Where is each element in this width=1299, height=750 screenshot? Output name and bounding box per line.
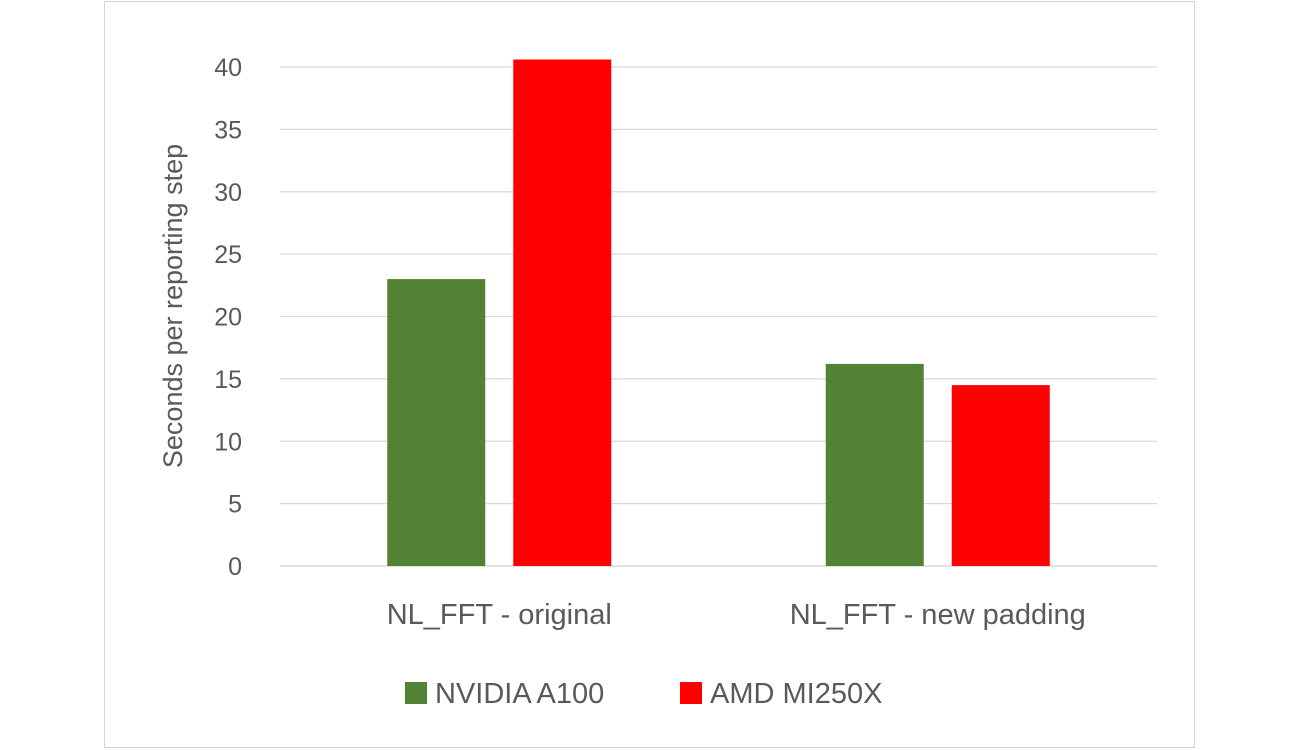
bar-nvidia-a100-0 xyxy=(387,279,486,566)
legend: NVIDIA A100 AMD MI250X xyxy=(405,678,882,710)
category-labels: NL_FFT - original NL_FFT - new padding xyxy=(387,599,1086,631)
y-tick-labels: 0 5 10 15 20 25 30 35 40 xyxy=(214,54,242,581)
chart-frame xyxy=(104,1,1195,748)
y-tick-label-25: 25 xyxy=(214,241,242,269)
y-tick-label-10: 10 xyxy=(214,428,242,456)
bar-amd-mi250x-1 xyxy=(951,385,1050,566)
legend-label-0: NVIDIA A100 xyxy=(435,678,604,710)
y-axis-title: Seconds per reporting step xyxy=(158,144,188,468)
y-tick-label-5: 5 xyxy=(228,491,242,519)
legend-swatch-1 xyxy=(680,682,702,704)
x-category-label-1: NL_FFT - new padding xyxy=(790,599,1086,631)
y-tick-label-30: 30 xyxy=(214,179,242,207)
legend-label-1: AMD MI250X xyxy=(710,678,882,710)
x-category-label-0: NL_FFT - original xyxy=(387,599,612,631)
y-tick-label-15: 15 xyxy=(214,366,242,394)
bar-nvidia-a100-1 xyxy=(825,363,924,566)
y-tick-label-20: 20 xyxy=(214,304,242,332)
bar-amd-mi250x-0 xyxy=(513,59,612,566)
y-tick-label-35: 35 xyxy=(214,116,242,144)
y-tick-label-40: 40 xyxy=(214,54,242,82)
y-tick-label-0: 0 xyxy=(228,553,242,581)
bars xyxy=(387,59,1050,566)
legend-swatch-0 xyxy=(405,682,427,704)
